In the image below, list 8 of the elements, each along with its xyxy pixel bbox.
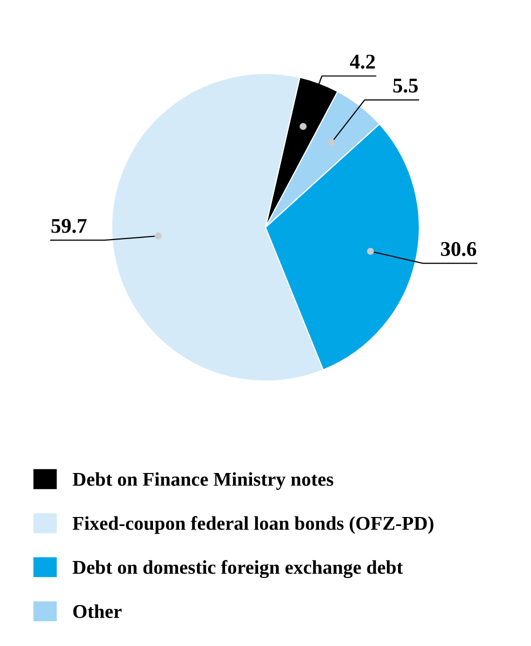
legend-label: Fixed-coupon federal loan bonds (OFZ-PD) (72, 516, 434, 534)
data-label: 4.2 (350, 54, 375, 69)
data-label: 59.7 (52, 218, 87, 234)
legend-label: Debt on Finance Ministry notes (72, 472, 334, 490)
data-label: 30.6 (441, 242, 476, 256)
legend-label: Other (73, 604, 122, 618)
legend-label: Debt on domestic foreign exchange debt (72, 560, 403, 578)
data-label: 5.5 (393, 78, 418, 93)
